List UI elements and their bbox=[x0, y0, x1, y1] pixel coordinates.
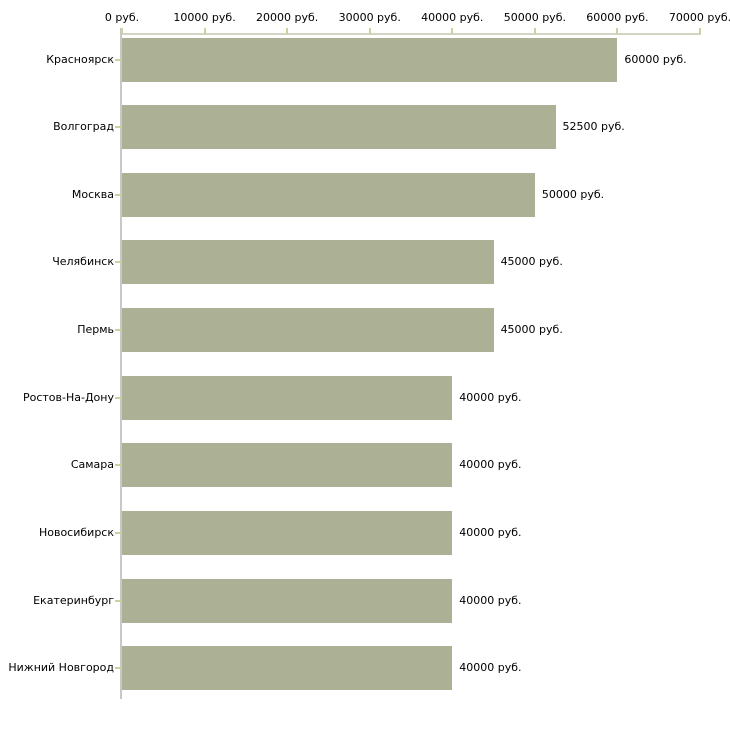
y-axis-tick-mark bbox=[115, 667, 121, 670]
category-label: Ростов-На-Дону bbox=[22, 390, 114, 404]
bar bbox=[122, 646, 453, 691]
x-axis-tick-label: 10000 руб. bbox=[173, 11, 236, 24]
bar bbox=[122, 375, 453, 420]
category-label: Самара bbox=[70, 458, 114, 472]
y-axis-line bbox=[120, 28, 122, 699]
bar bbox=[122, 308, 494, 353]
bar-value-label: 45000 руб. bbox=[500, 323, 563, 337]
category-label: Челябинск bbox=[52, 255, 114, 269]
x-axis-tick-mark bbox=[616, 28, 619, 34]
bar bbox=[122, 240, 494, 285]
category-label: Москва bbox=[71, 187, 114, 201]
bar-value-label: 52500 руб. bbox=[562, 120, 625, 134]
bar bbox=[122, 443, 453, 488]
x-axis-tick-label: 60000 руб. bbox=[586, 11, 649, 24]
x-axis-tick-mark bbox=[368, 28, 371, 34]
bar-value-label: 60000 руб. bbox=[624, 52, 687, 66]
bar-value-label: 50000 руб. bbox=[541, 187, 605, 201]
x-axis-tick-mark bbox=[203, 28, 206, 34]
x-axis-tick-label: 50000 руб. bbox=[503, 11, 566, 24]
y-axis-tick-mark bbox=[115, 464, 121, 467]
y-axis-tick-mark bbox=[115, 396, 121, 399]
bar bbox=[122, 172, 535, 217]
category-label: Красноярск bbox=[46, 52, 114, 66]
y-axis-tick-mark bbox=[115, 329, 121, 332]
y-axis-tick-mark bbox=[115, 599, 121, 602]
x-axis-tick-mark bbox=[286, 28, 289, 34]
bar-value-label: 40000 руб. bbox=[459, 458, 522, 472]
bar-value-label: 40000 руб. bbox=[459, 593, 522, 607]
bar bbox=[122, 511, 453, 556]
y-axis-tick-mark bbox=[115, 58, 121, 61]
y-axis-tick-mark bbox=[115, 261, 121, 264]
y-axis-tick-mark bbox=[115, 126, 121, 129]
x-axis-tick-label: 70000 руб. bbox=[668, 11, 730, 24]
y-axis-tick-mark bbox=[115, 193, 121, 196]
x-axis-tick-label: 30000 руб. bbox=[338, 11, 401, 24]
x-axis-line bbox=[121, 33, 701, 35]
bar-value-label: 40000 руб. bbox=[459, 390, 522, 404]
x-axis-tick-mark bbox=[533, 28, 536, 34]
y-axis-tick-mark bbox=[115, 532, 121, 535]
bar-value-label: 40000 руб. bbox=[459, 661, 522, 675]
x-axis-tick-mark bbox=[699, 28, 701, 34]
bar bbox=[122, 105, 556, 150]
category-label: Екатеринбург bbox=[33, 593, 114, 607]
x-axis-tick-mark bbox=[121, 28, 123, 34]
category-label: Нижний Новгород bbox=[8, 661, 114, 675]
x-axis-tick-label: 0 руб. bbox=[104, 11, 140, 24]
x-axis-tick-label: 40000 руб. bbox=[421, 11, 484, 24]
x-axis-tick-mark bbox=[451, 28, 454, 34]
x-axis-tick-label: 20000 руб. bbox=[256, 11, 319, 24]
category-label: Новосибирск bbox=[38, 526, 114, 540]
category-label: Волгоград bbox=[53, 120, 114, 134]
bar bbox=[122, 578, 453, 623]
bar-value-label: 45000 руб. bbox=[500, 255, 563, 269]
bar-value-label: 40000 руб. bbox=[459, 526, 522, 540]
bar bbox=[122, 37, 618, 82]
category-label: Пермь bbox=[77, 323, 114, 337]
